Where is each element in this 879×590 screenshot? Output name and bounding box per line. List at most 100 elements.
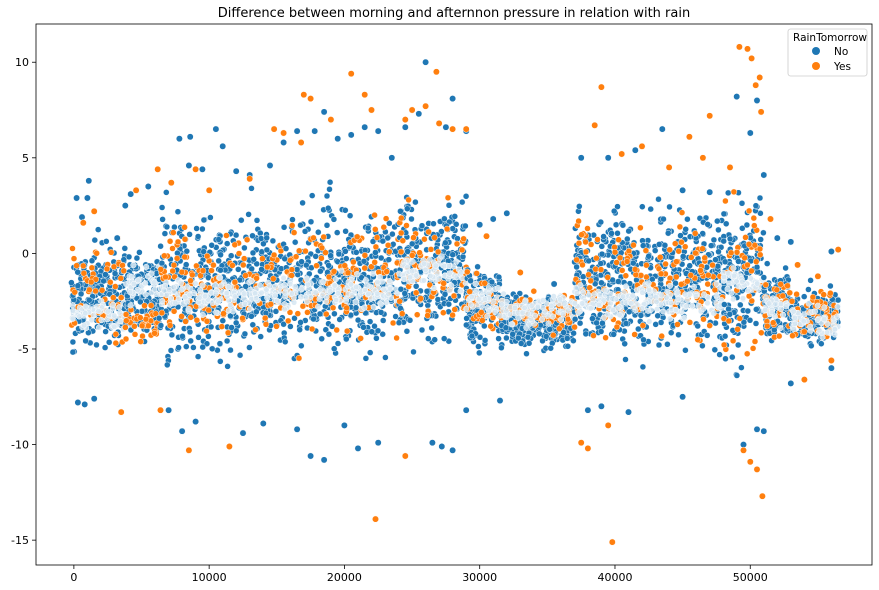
point-no-17	[219, 142, 227, 150]
point-no-7	[113, 234, 121, 242]
point-no-50	[760, 171, 768, 179]
point-no-28	[374, 127, 382, 135]
point-yes-28	[449, 125, 457, 133]
point-yes-47	[748, 54, 756, 62]
point-no-48	[746, 129, 754, 137]
legend-label-yes: Yes	[833, 61, 851, 73]
point-yes-26	[432, 68, 440, 76]
point-yes-2	[117, 408, 125, 416]
legend-title: RainTomorrow	[793, 32, 867, 44]
x-tick-label: 0	[70, 571, 77, 584]
point-no-62	[354, 444, 362, 452]
point-no-55	[192, 418, 200, 426]
point-no-11	[165, 406, 173, 414]
point-no-27	[361, 123, 369, 131]
point-no-74	[753, 425, 761, 433]
point-no-63	[374, 439, 382, 447]
point-yes-58	[834, 246, 842, 254]
point-yes-22	[401, 116, 409, 124]
point-no-5	[74, 399, 82, 406]
point-no-56	[239, 429, 247, 437]
point-no-20	[266, 162, 274, 169]
point-yes-4	[154, 165, 162, 173]
x-tick-label: 10000	[192, 571, 227, 584]
point-no-43	[631, 146, 639, 154]
point-no-25	[334, 135, 342, 143]
y-tick-label: 0	[22, 247, 29, 260]
point-no-66	[449, 446, 457, 454]
point-no-77	[827, 364, 835, 372]
point-yes-39	[638, 142, 646, 150]
point-no-14	[185, 162, 193, 169]
y-tick-label: 5	[22, 152, 29, 165]
point-no-49	[753, 97, 761, 104]
y-tick-label: -5	[18, 343, 29, 356]
point-no-16	[212, 125, 220, 133]
x-tick-label: 30000	[462, 571, 497, 584]
point-no-60	[320, 456, 328, 464]
point-no-2	[83, 194, 91, 202]
point-yes-17	[327, 116, 335, 124]
point-no-22	[293, 127, 301, 135]
point-no-23	[311, 127, 319, 135]
point-no-51	[773, 234, 781, 242]
point-no-26	[347, 131, 355, 139]
point-no-0	[73, 194, 81, 202]
point-yes-49	[756, 74, 764, 81]
legend-marker-yes	[812, 62, 820, 70]
point-no-46	[706, 188, 714, 196]
point-no-67	[462, 406, 470, 414]
point-no-9	[127, 190, 135, 198]
point-no-44	[658, 125, 666, 133]
point-yes-23	[401, 452, 409, 460]
point-yes-37	[608, 538, 616, 546]
point-yes-54	[740, 446, 747, 454]
point-yes-3	[132, 186, 140, 194]
point-yes-30	[483, 232, 490, 240]
point-no-31	[415, 110, 423, 118]
point-yes-1	[90, 207, 98, 215]
point-no-10	[144, 183, 152, 190]
point-no-12	[175, 135, 183, 143]
point-no-57	[259, 420, 267, 427]
point-no-73	[740, 441, 747, 449]
point-no-59	[307, 452, 315, 460]
point-yes-31	[516, 269, 524, 276]
point-yes-6	[167, 179, 175, 187]
point-no-4	[90, 395, 98, 403]
point-yes-12	[270, 125, 278, 133]
point-yes-20	[368, 106, 375, 114]
scatter-points	[73, 43, 842, 546]
point-no-61	[340, 421, 348, 429]
point-no-24	[320, 108, 328, 116]
point-yes-46	[744, 45, 751, 53]
chart-title: Difference between morning and afternnon…	[218, 6, 690, 21]
point-yes-53	[746, 458, 754, 466]
point-yes-11	[246, 175, 254, 183]
point-no-76	[787, 379, 795, 387]
point-no-32	[422, 58, 430, 66]
point-no-52	[787, 238, 795, 246]
point-yes-42	[699, 154, 707, 162]
y-axis: -15 -10 -5 0 5 10	[11, 56, 36, 547]
point-no-36	[476, 221, 484, 229]
point-no-54	[178, 427, 186, 435]
point-no-33	[442, 123, 450, 131]
point-no-53	[827, 248, 835, 255]
point-no-65	[438, 443, 446, 450]
point-yes-15	[300, 91, 308, 99]
point-yes-33	[584, 444, 592, 452]
legend-marker-no	[812, 47, 820, 55]
x-axis: 0 10000 20000 30000 40000 50000	[70, 565, 768, 584]
point-yes-36	[604, 421, 612, 429]
point-yes-7	[185, 446, 193, 454]
point-no-39	[550, 280, 558, 288]
point-no-29	[388, 154, 396, 162]
legend-box	[787, 28, 868, 77]
point-yes-34	[591, 121, 599, 129]
point-yes-41	[685, 133, 693, 141]
point-yes-43	[706, 112, 714, 120]
point-yes-18	[347, 70, 355, 78]
plot-frame	[35, 23, 873, 566]
